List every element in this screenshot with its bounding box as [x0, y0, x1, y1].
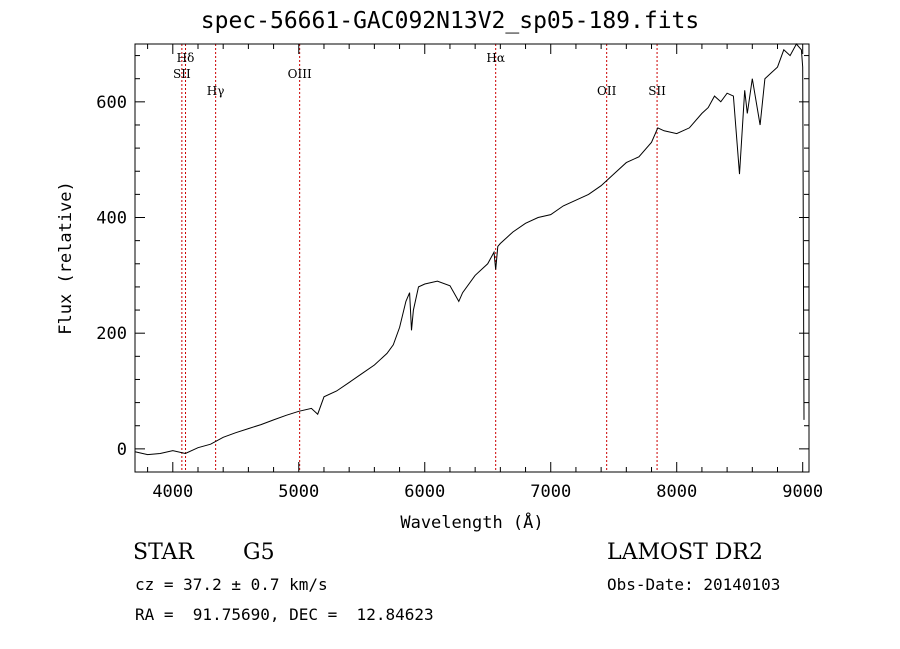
redshift-text: cz = 37.2 ± 0.7 km/s: [135, 575, 328, 594]
object-subclass: G5: [243, 540, 275, 565]
line-label: Hα: [486, 51, 505, 65]
x-tick-label: 6000: [404, 482, 445, 502]
line-label: OII: [597, 84, 617, 98]
line-label: Hγ: [207, 84, 225, 98]
chart-title: spec-56661-GAC092N13V2_sp05-189.fits: [200, 8, 700, 34]
line-label: Hδ: [177, 51, 195, 65]
ra-dec-text: RA = 91.75690, DEC = 12.84623: [135, 605, 434, 624]
y-tick-label: 0: [117, 440, 127, 460]
y-tick-label: 400: [96, 209, 127, 229]
x-tick-label: 5000: [278, 482, 319, 502]
emission-line-markers: Hδ SII Hγ OIII Hα OII SII: [173, 44, 666, 472]
y-axis-label: Flux (relative): [56, 181, 76, 335]
x-tick-label: 9000: [782, 482, 823, 502]
axis-ticks: 4000 5000 6000 7000 8000 9000 0 200 400 600: [96, 44, 823, 502]
line-label: OIII: [288, 67, 312, 81]
y-tick-label: 200: [96, 324, 127, 344]
x-axis-label: Wavelength (Å): [400, 511, 543, 533]
x-tick-label: 8000: [656, 482, 697, 502]
y-tick-label: 600: [96, 93, 127, 113]
object-class: STAR: [133, 540, 194, 565]
x-tick-label: 7000: [530, 482, 571, 502]
obs-date-text: Obs-Date: 20140103: [607, 575, 781, 594]
spectrum-line: [134, 43, 805, 456]
line-label: SII: [173, 67, 191, 81]
x-tick-label: 4000: [152, 482, 193, 502]
line-label: SII: [648, 84, 666, 98]
plot-frame: [134, 43, 810, 473]
survey-label: LAMOST DR2: [607, 540, 763, 565]
